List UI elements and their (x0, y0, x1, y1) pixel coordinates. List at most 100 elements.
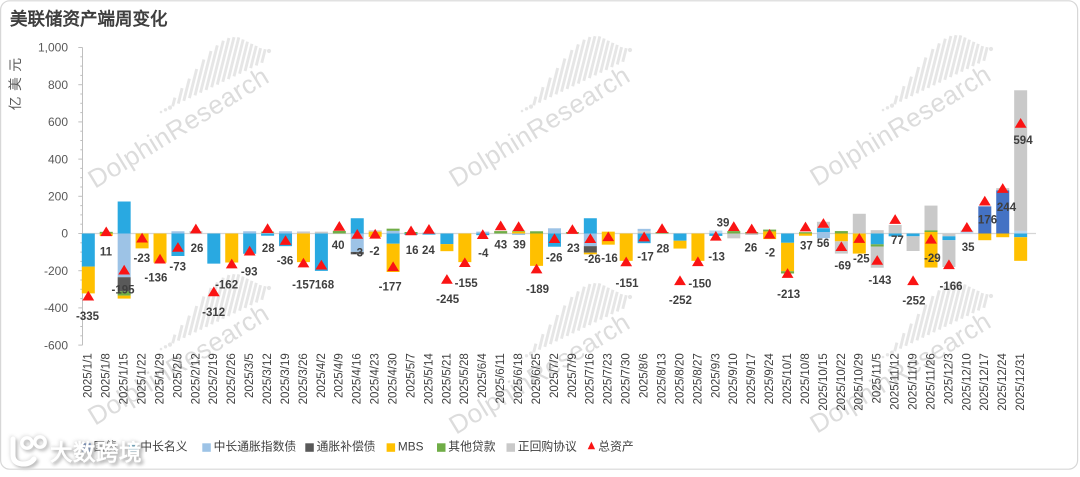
svg-text:40: 40 (332, 240, 345, 252)
svg-text:800: 800 (48, 78, 68, 92)
svg-text:-335: -335 (76, 311, 100, 323)
svg-text:大数跨境: 大数跨境 (49, 439, 141, 465)
svg-text:2025/11/12: 2025/11/12 (890, 353, 902, 410)
svg-text:-25: -25 (853, 253, 870, 265)
svg-text:2025/2/19: 2025/2/19 (208, 353, 220, 404)
svg-text:2025/8/20: 2025/8/20 (674, 353, 686, 404)
svg-text:-151: -151 (615, 278, 639, 290)
svg-text:2025/3/26: 2025/3/26 (298, 353, 310, 404)
svg-text:2025/11/19: 2025/11/19 (907, 353, 919, 410)
svg-text:2025/9/17: 2025/9/17 (746, 353, 758, 404)
svg-text:-177: -177 (379, 282, 402, 294)
svg-text:2025/4/2: 2025/4/2 (316, 353, 328, 398)
svg-text:-252: -252 (669, 295, 692, 307)
svg-text:2025/10/1: 2025/10/1 (782, 353, 794, 404)
svg-text:2025/5/14: 2025/5/14 (423, 353, 435, 405)
svg-text:1,000: 1,000 (38, 41, 68, 55)
svg-text:大数跨境: 大数跨境 (52, 442, 144, 468)
svg-text:24: 24 (422, 245, 435, 257)
svg-text:-136: -136 (144, 273, 167, 285)
svg-text:26: 26 (191, 243, 204, 255)
svg-text:2025/8/13: 2025/8/13 (656, 353, 668, 404)
svg-text:-200: -200 (44, 264, 68, 278)
svg-text:2025/10/22: 2025/10/22 (836, 353, 848, 411)
svg-text:244: 244 (997, 202, 1017, 214)
svg-text:其他贷款: 其他贷款 (448, 440, 495, 454)
svg-text:594: 594 (1013, 135, 1033, 147)
svg-text:2025/11/26: 2025/11/26 (925, 353, 937, 410)
svg-text:2025/1/15: 2025/1/15 (119, 353, 131, 404)
svg-text:23: 23 (567, 243, 580, 255)
svg-text:2025/1/8: 2025/1/8 (101, 353, 113, 398)
svg-text:2025/1/1: 2025/1/1 (83, 353, 95, 398)
svg-text:2025/7/2: 2025/7/2 (549, 353, 561, 398)
svg-text:77: 77 (891, 235, 904, 247)
svg-text:-73: -73 (169, 261, 186, 273)
svg-text:-252: -252 (902, 296, 925, 308)
svg-text:2025/4/30: 2025/4/30 (388, 353, 400, 404)
svg-text:43: 43 (494, 240, 507, 252)
svg-text:26: 26 (745, 242, 758, 254)
svg-text:39: 39 (513, 240, 526, 252)
svg-text:2025/12/31: 2025/12/31 (1015, 353, 1027, 411)
svg-text:美联储资产端周变化: 美联储资产端周变化 (10, 9, 168, 29)
svg-text:-17: -17 (637, 251, 654, 263)
svg-text:2025/3/12: 2025/3/12 (262, 353, 274, 404)
svg-text:2025/9/24: 2025/9/24 (764, 353, 776, 405)
svg-text:168: 168 (315, 279, 335, 291)
svg-text:200: 200 (48, 190, 68, 204)
svg-text:2025/5/21: 2025/5/21 (441, 353, 453, 404)
svg-text:2025/10/29: 2025/10/29 (854, 353, 866, 411)
svg-text:中长名义: 中长名义 (140, 440, 187, 454)
svg-text:-195: -195 (111, 284, 135, 296)
svg-text:-29: -29 (924, 253, 941, 265)
svg-text:2025/4/9: 2025/4/9 (334, 353, 346, 398)
svg-text:2025/12/24: 2025/12/24 (997, 353, 1009, 411)
svg-text:2025/5/7: 2025/5/7 (405, 353, 417, 398)
svg-text:2025/10/15: 2025/10/15 (818, 353, 830, 411)
svg-text:-2: -2 (765, 248, 775, 260)
svg-text:-213: -213 (777, 289, 800, 301)
svg-text:-93: -93 (241, 266, 258, 278)
svg-text:37: 37 (800, 240, 813, 252)
svg-text:-4: -4 (478, 248, 489, 260)
svg-text:2025/9/3: 2025/9/3 (710, 353, 722, 398)
svg-text:2025/6/25: 2025/6/25 (531, 353, 543, 404)
svg-text:国债: 国债 (94, 440, 118, 454)
svg-text:2025/4/16: 2025/4/16 (352, 353, 364, 404)
svg-text:2025/9/10: 2025/9/10 (728, 353, 740, 404)
svg-text:MBS: MBS (398, 440, 424, 454)
svg-text:-36: -36 (277, 256, 294, 268)
svg-text:-400: -400 (44, 301, 68, 315)
svg-text:2025/7/16: 2025/7/16 (585, 353, 597, 404)
svg-text:2025/12/3: 2025/12/3 (943, 353, 955, 404)
svg-text:-162: -162 (215, 279, 238, 291)
svg-text:2025/12/17: 2025/12/17 (979, 353, 991, 411)
svg-text:0: 0 (61, 227, 68, 241)
svg-text:-3: -3 (353, 247, 363, 259)
svg-text:176: 176 (978, 215, 997, 227)
svg-text:-245: -245 (436, 294, 460, 306)
svg-text:-13: -13 (708, 251, 725, 263)
svg-text:-69: -69 (834, 261, 851, 273)
svg-text:35: 35 (962, 242, 975, 254)
svg-text:2025/7/30: 2025/7/30 (621, 353, 633, 404)
svg-text:16: 16 (406, 245, 419, 257)
svg-text:2025/3/19: 2025/3/19 (280, 353, 292, 404)
svg-text:2025/5/28: 2025/5/28 (459, 353, 471, 404)
svg-text:2025/3/5: 2025/3/5 (244, 353, 256, 398)
svg-text:28: 28 (262, 243, 275, 255)
svg-text:2025/2/5: 2025/2/5 (172, 353, 184, 398)
svg-text:2025/7/23: 2025/7/23 (603, 353, 615, 404)
svg-text:56: 56 (817, 238, 830, 250)
svg-text:-150: -150 (688, 278, 711, 290)
svg-text:2025/4/23: 2025/4/23 (370, 353, 382, 404)
svg-text:2025/6/18: 2025/6/18 (513, 353, 525, 404)
svg-text:600: 600 (48, 115, 68, 129)
svg-text:2025/2/26: 2025/2/26 (226, 353, 238, 404)
svg-text:中长通胀指数债: 中长通胀指数债 (214, 440, 297, 454)
svg-text:-23: -23 (133, 253, 150, 265)
svg-text:-26: -26 (584, 254, 601, 266)
svg-text:2025/1/22: 2025/1/22 (136, 353, 148, 404)
svg-text:2025/10/8: 2025/10/8 (800, 353, 812, 404)
